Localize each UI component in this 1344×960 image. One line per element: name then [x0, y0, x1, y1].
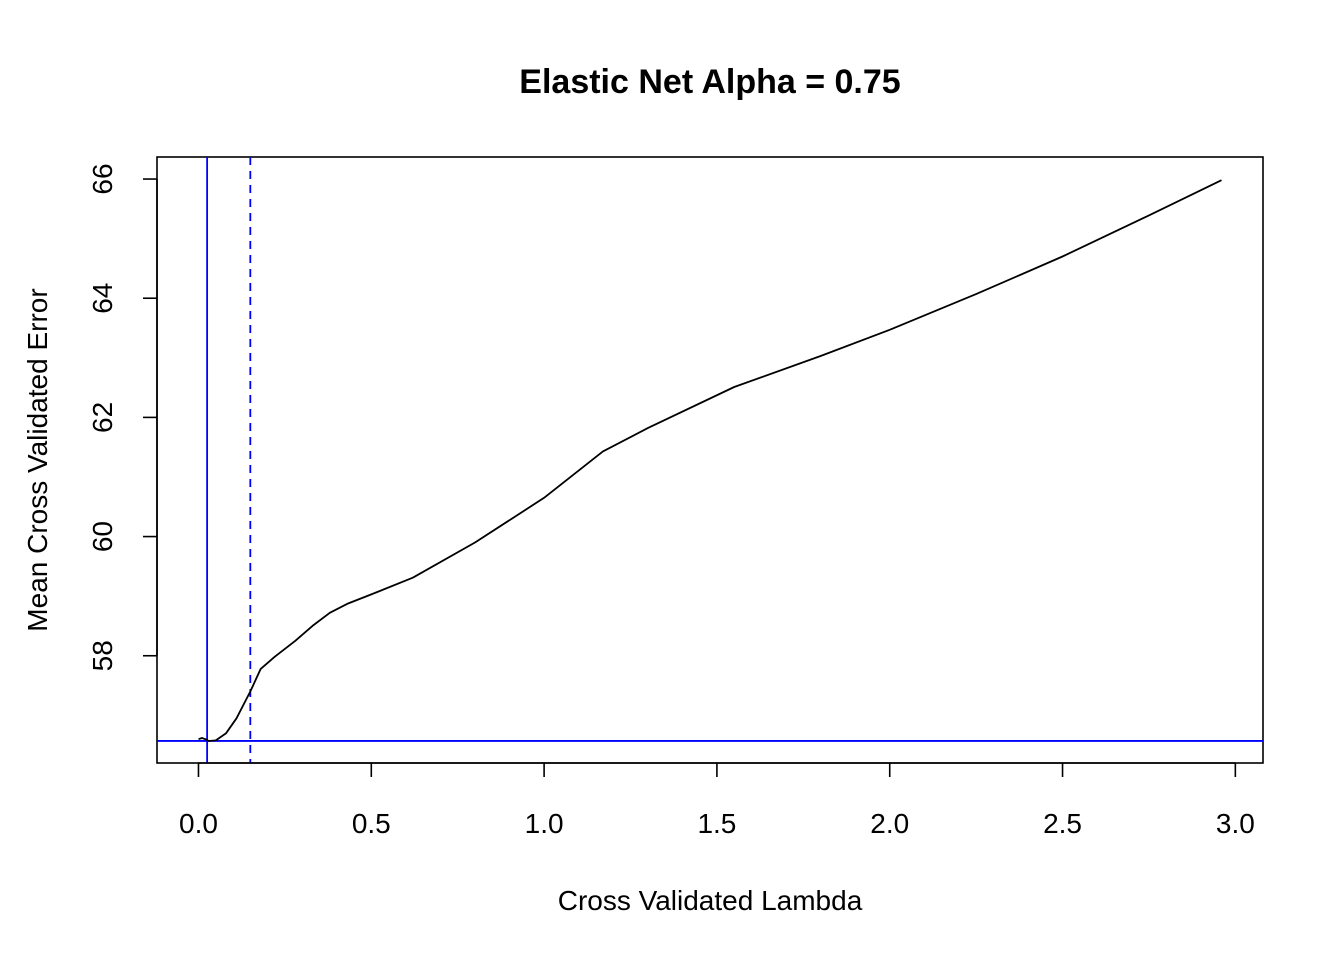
x-axis-label: Cross Validated Lambda	[558, 885, 863, 916]
series-line	[198, 179, 1222, 742]
y-axis-label: Mean Cross Validated Error	[22, 288, 53, 631]
y-tick-label: 58	[87, 640, 118, 671]
reference-lines	[157, 157, 1263, 763]
x-axis: 0.0 0.5 1.0 1.5 2.0 2.5 3.0	[179, 762, 1255, 839]
y-tick-label: 60	[87, 521, 118, 552]
y-tick-label: 64	[87, 283, 118, 314]
chart-title: Elastic Net Alpha = 0.75	[519, 63, 900, 101]
x-tick-label: 2.5	[1043, 808, 1082, 839]
x-tick-label: 1.0	[525, 808, 564, 839]
x-tick-label: 3.0	[1216, 808, 1255, 839]
x-tick-label: 0.5	[352, 808, 391, 839]
x-tick-label: 1.5	[697, 808, 736, 839]
x-tick-label: 0.0	[179, 808, 218, 839]
y-tick-label: 62	[87, 402, 118, 433]
y-tick-label: 66	[87, 163, 118, 194]
plot-frame	[156, 156, 1264, 764]
series-layer	[198, 179, 1222, 742]
x-tick-label: 2.0	[870, 808, 909, 839]
y-axis: 58 60 62 64 66	[87, 163, 158, 671]
